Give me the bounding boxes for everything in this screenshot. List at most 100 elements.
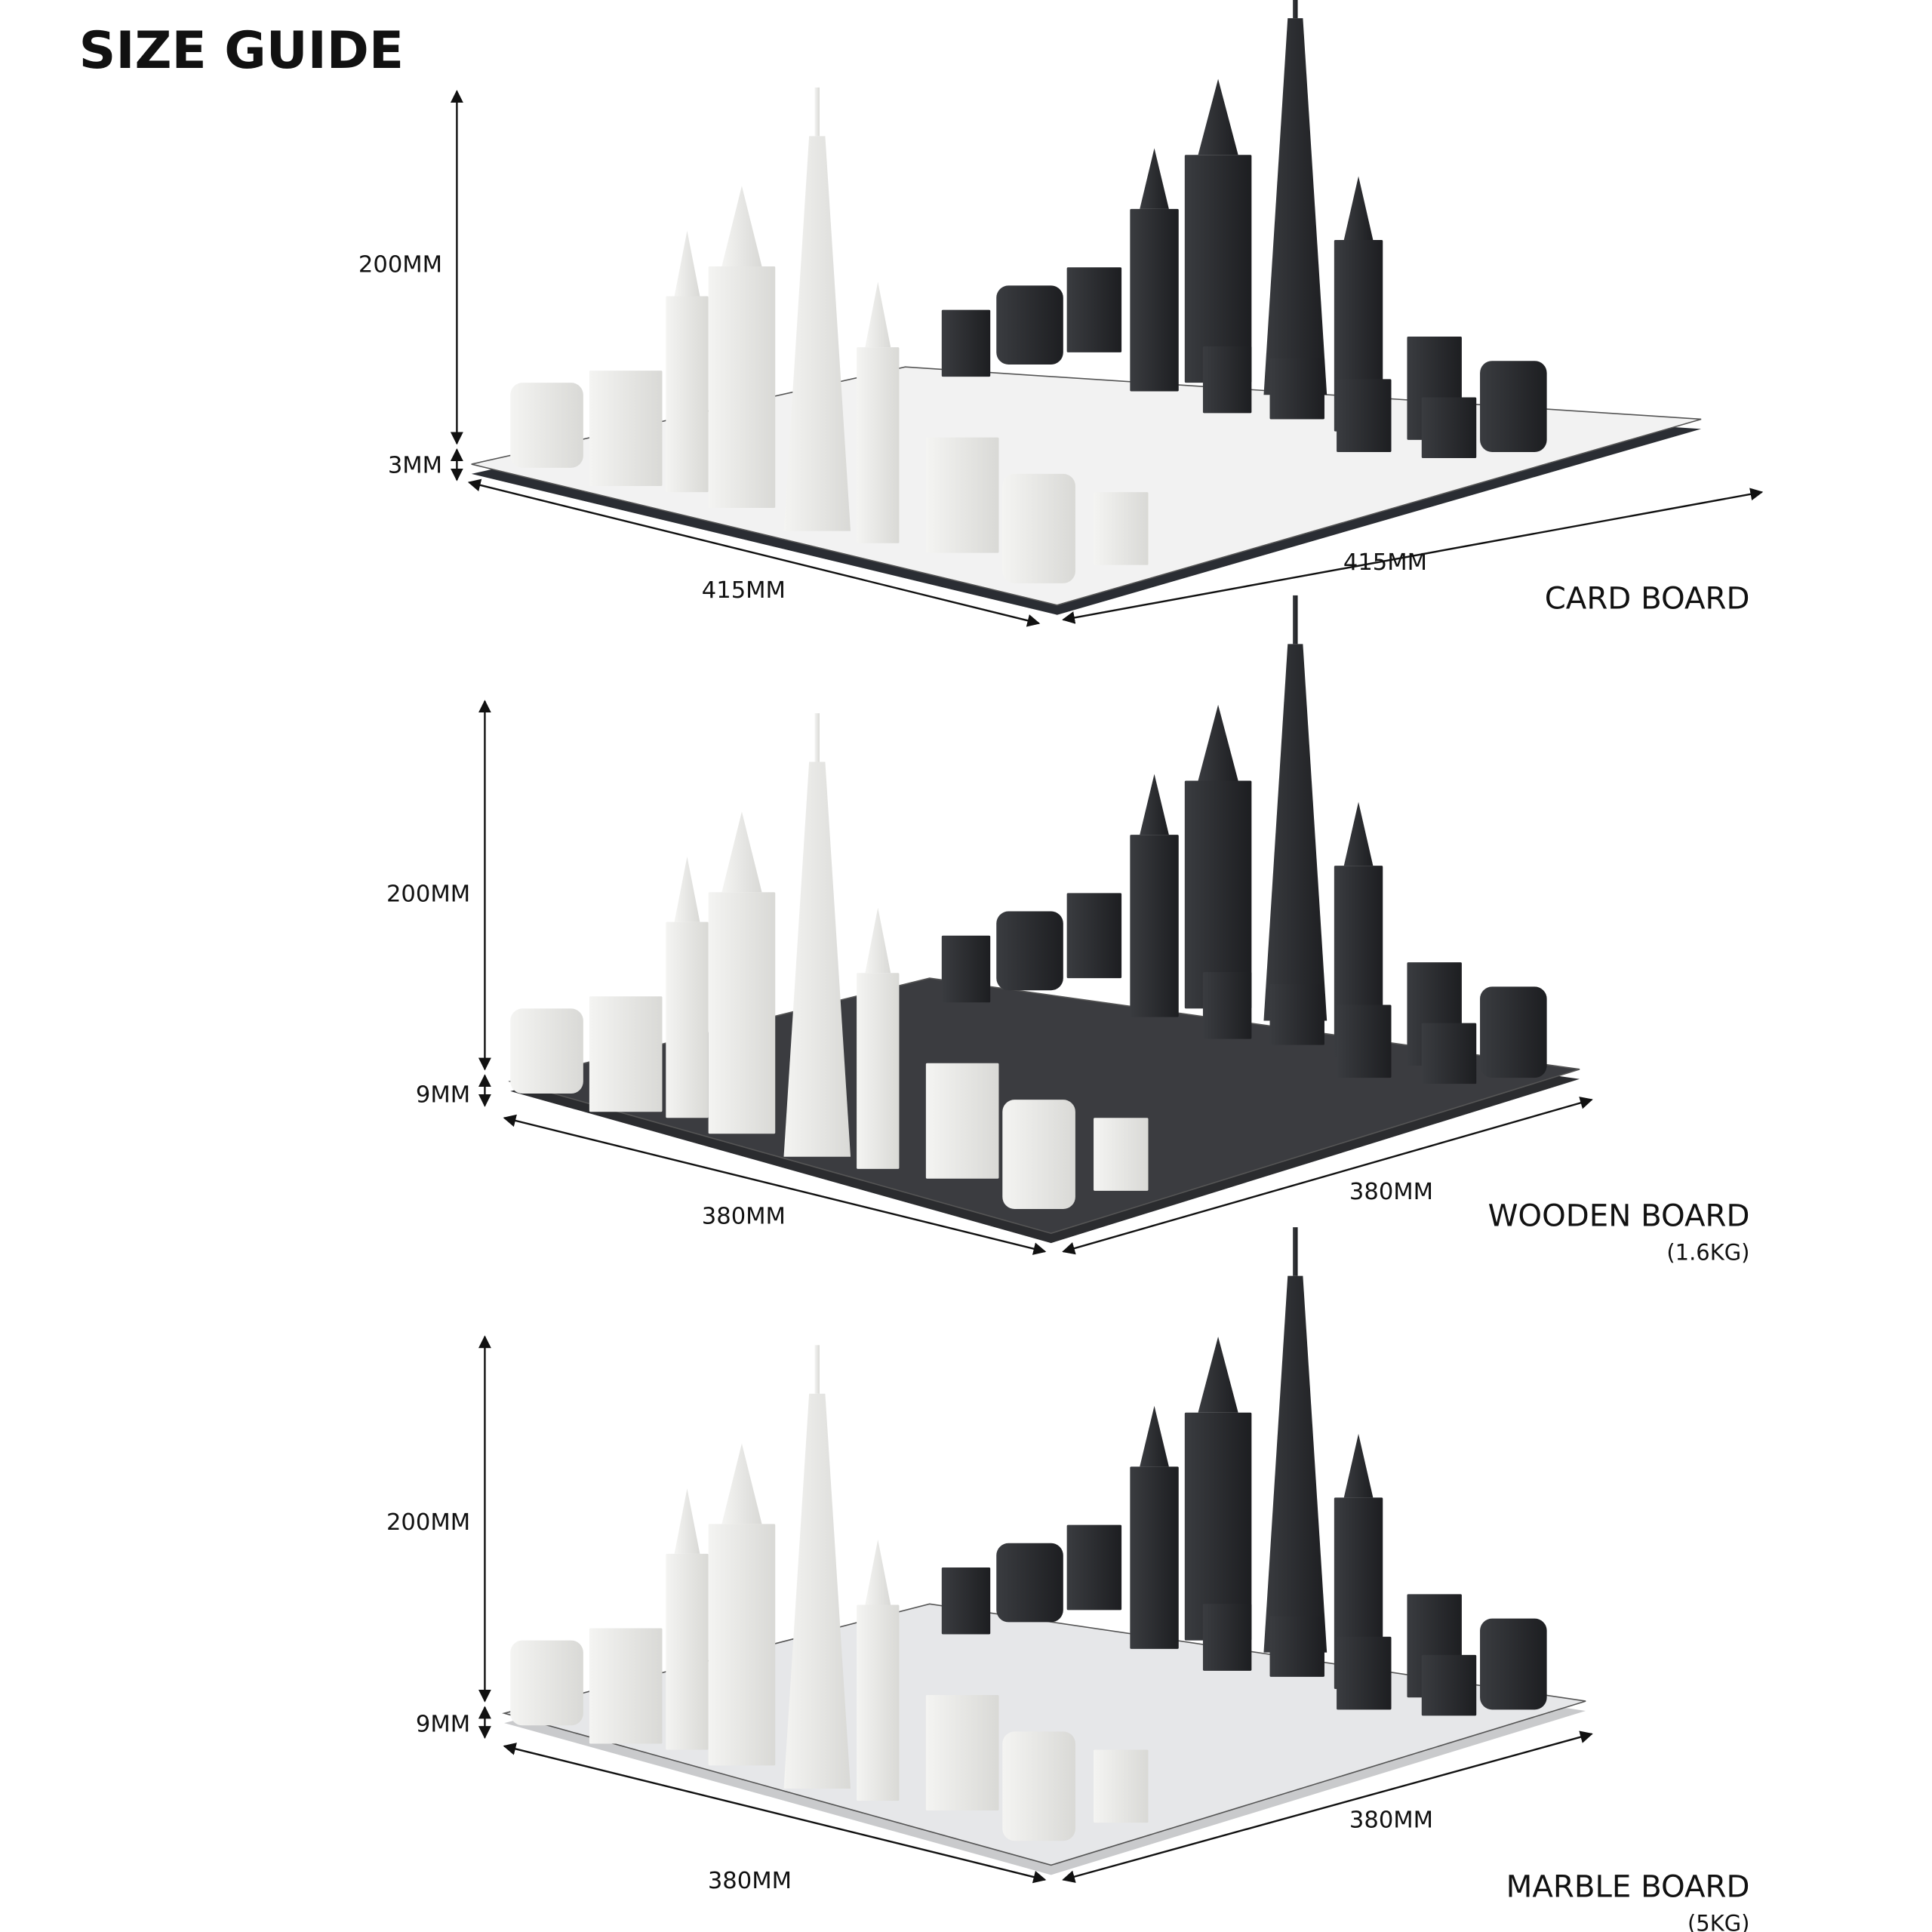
piece: [996, 285, 1063, 365]
piece: [1184, 155, 1252, 383]
spire: [1343, 801, 1374, 866]
antenna: [1293, 595, 1298, 645]
spire: [1198, 1337, 1238, 1413]
piece: [1263, 1275, 1327, 1653]
piece: [510, 1640, 583, 1726]
piece: [1130, 835, 1179, 1017]
spire: [865, 281, 891, 348]
depth-arrow: [1062, 1097, 1593, 1255]
piece: [941, 1567, 991, 1635]
piece: [666, 921, 709, 1118]
depth-label: 380MM: [1349, 1807, 1433, 1834]
piece: [857, 1604, 900, 1801]
thickness-label: 9MM: [416, 1081, 470, 1108]
piece: [1094, 1118, 1149, 1191]
width-arrow: [503, 1114, 1047, 1255]
piece: [1269, 984, 1324, 1045]
piece: [666, 296, 709, 493]
depth-arrow: [1062, 488, 1764, 624]
piece: [996, 911, 1063, 991]
piece: [1184, 780, 1252, 1009]
piece: [708, 892, 776, 1134]
spire: [1198, 704, 1238, 781]
piece: [925, 437, 999, 553]
board-weight: (5KG): [1687, 1910, 1749, 1932]
board-name: CARD BOARD: [1545, 582, 1750, 617]
piece: [708, 266, 776, 509]
piece: [1094, 1749, 1149, 1823]
board-weight: (1.6KG): [1666, 1240, 1749, 1266]
piece: [1066, 267, 1122, 352]
piece: [783, 1393, 851, 1789]
piece: [1480, 361, 1547, 452]
antenna: [814, 87, 820, 137]
piece: [1094, 492, 1149, 565]
width-arrow: [503, 1743, 1047, 1884]
piece: [666, 1553, 709, 1750]
piece: [1337, 379, 1392, 452]
depth-label: 380MM: [1349, 1179, 1433, 1205]
spire: [1343, 176, 1374, 240]
piece: [1066, 1524, 1122, 1611]
spire: [1198, 78, 1238, 155]
piece: [925, 1695, 999, 1810]
board-name: WOODEN BOARD: [1488, 1199, 1750, 1234]
board-group: [471, 0, 1702, 615]
spire: [1140, 1405, 1169, 1467]
piece: [1002, 473, 1075, 583]
piece: [941, 309, 991, 377]
spire: [865, 1539, 891, 1605]
piece: [857, 347, 900, 543]
piece: [1263, 18, 1327, 395]
board-group: [508, 595, 1580, 1244]
piece: [783, 136, 851, 531]
spire: [1140, 148, 1169, 209]
piece: [1202, 1604, 1252, 1671]
piece: [1269, 358, 1324, 420]
piece: [1480, 1618, 1547, 1710]
thickness-label: 9MM: [416, 1711, 470, 1737]
piece: [1337, 1004, 1392, 1078]
piece: [1184, 1412, 1252, 1641]
piece: [1421, 1023, 1477, 1084]
depth-label: 415MM: [1343, 549, 1427, 576]
title: SIZE GUIDE: [79, 20, 404, 80]
antenna: [814, 713, 820, 762]
piece: [996, 1543, 1063, 1623]
piece: [510, 383, 583, 468]
thickness-label: 3MM: [388, 452, 442, 478]
width-arrow: [467, 478, 1041, 627]
piece: [1002, 1731, 1075, 1841]
piece: [1130, 1466, 1179, 1649]
antenna: [814, 1345, 820, 1394]
piece: [1202, 972, 1252, 1039]
spire: [1140, 774, 1169, 835]
piece: [1480, 986, 1547, 1078]
piece: [510, 1008, 583, 1094]
piece: [1130, 208, 1179, 392]
piece: [1421, 1654, 1477, 1716]
depth-arrow: [1062, 1730, 1593, 1883]
height-label: 200MM: [386, 881, 470, 908]
antenna: [1293, 1227, 1298, 1276]
spire: [721, 1443, 762, 1524]
width-label: 380MM: [708, 1868, 792, 1894]
piece: [1202, 346, 1252, 414]
spire: [865, 907, 891, 974]
width-label: 380MM: [702, 1203, 786, 1229]
height-label: 200MM: [386, 1509, 470, 1536]
spire: [721, 811, 762, 893]
piece: [589, 1628, 663, 1744]
piece: [941, 935, 991, 1003]
piece: [783, 761, 851, 1157]
width-label: 415MM: [702, 577, 786, 604]
antenna: [1293, 0, 1298, 19]
piece: [857, 973, 900, 1169]
piece: [589, 996, 663, 1112]
piece: [1421, 397, 1477, 458]
spire: [674, 857, 700, 922]
board-group: [502, 1227, 1586, 1875]
piece: [708, 1524, 776, 1766]
